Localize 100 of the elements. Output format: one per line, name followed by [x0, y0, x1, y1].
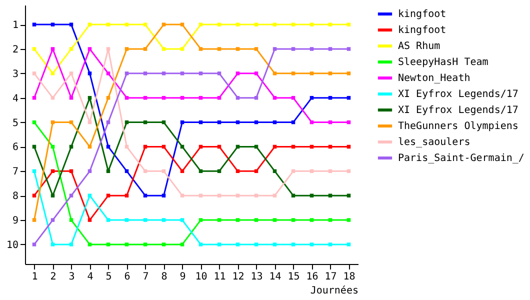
y-tick-label: 5: [12, 118, 18, 129]
point: [143, 194, 148, 198]
point: [32, 47, 36, 51]
y-tick-label: 4: [12, 93, 18, 104]
legend-label: SleepyHasH Team: [398, 57, 488, 68]
point: [50, 194, 55, 198]
point: [88, 218, 92, 222]
point: [291, 72, 296, 76]
point: [69, 72, 74, 76]
point: [217, 218, 222, 222]
point: [236, 242, 240, 246]
point: [143, 72, 148, 76]
point: [180, 242, 184, 246]
point: [162, 218, 166, 222]
point: [198, 72, 203, 76]
x-axis-title: Journées: [310, 286, 358, 296]
point: [198, 218, 203, 222]
point: [32, 218, 36, 222]
legend-label: les_saoulers: [398, 137, 470, 148]
point: [254, 242, 258, 246]
point: [217, 72, 222, 76]
point: [272, 22, 277, 26]
point: [88, 242, 92, 246]
x-tick-label: 13: [250, 272, 263, 282]
x-tick-label: 18: [343, 272, 356, 282]
point: [328, 22, 332, 26]
legend-label: XI Eyfrox Legends/17: [398, 105, 518, 116]
y-tick-label: 8: [12, 191, 18, 202]
y-tick-label: 9: [12, 216, 18, 227]
point: [310, 22, 314, 26]
x-tick-label: 10: [195, 272, 208, 282]
point: [272, 72, 277, 76]
x-tick-label: 16: [306, 272, 318, 282]
point: [217, 47, 222, 51]
x-tick-label: 6: [124, 272, 130, 282]
point: [310, 194, 314, 198]
point: [180, 72, 184, 76]
point: [291, 22, 296, 26]
point: [106, 218, 110, 222]
point: [50, 72, 55, 76]
point: [143, 22, 148, 26]
point: [310, 242, 314, 246]
point: [272, 194, 277, 198]
point: [50, 47, 55, 51]
point: [69, 218, 74, 222]
point: [162, 194, 166, 198]
legend-label: kingfoot: [398, 9, 446, 20]
point: [236, 194, 240, 198]
point: [124, 22, 129, 26]
y-tick-label: 7: [12, 166, 18, 178]
point: [106, 242, 110, 246]
point: [346, 194, 351, 198]
legend-label: AS Rhum: [398, 41, 440, 52]
point: [328, 47, 332, 51]
x-tick-label: 8: [161, 272, 168, 282]
legend-label: Paris_Saint-Germain_/: [398, 153, 524, 164]
point: [162, 22, 166, 26]
point: [143, 47, 148, 51]
point: [198, 22, 203, 26]
point: [198, 194, 203, 198]
point: [88, 194, 92, 198]
point: [162, 47, 166, 51]
x-tick-label: 3: [68, 272, 75, 282]
point: [254, 218, 258, 222]
point: [50, 22, 55, 26]
x-tick-label: 17: [324, 272, 337, 282]
point: [291, 47, 296, 51]
point: [124, 218, 129, 222]
point: [162, 72, 166, 76]
point: [328, 72, 332, 76]
point: [180, 218, 184, 222]
point: [217, 194, 222, 198]
x-tick-label: 12: [232, 272, 244, 282]
point: [143, 218, 148, 222]
legend-label: TheGunners Olympiens: [398, 121, 518, 132]
point: [69, 242, 74, 246]
point: [88, 47, 92, 51]
point: [32, 22, 36, 26]
point: [69, 47, 74, 51]
point: [291, 242, 296, 246]
point: [346, 72, 351, 76]
point: [346, 218, 351, 222]
point: [50, 242, 55, 246]
point: [32, 242, 36, 246]
x-tick-label: 7: [142, 272, 149, 282]
x-tick-label: 9: [180, 272, 186, 282]
point: [346, 22, 351, 26]
point: [254, 47, 258, 51]
x-tick-label: 2: [50, 272, 56, 282]
point: [88, 72, 92, 76]
point: [32, 194, 36, 198]
point: [254, 72, 258, 76]
x-tick-label: 11: [214, 272, 226, 282]
x-tick-label: 14: [269, 272, 282, 282]
point: [217, 242, 222, 246]
point: [124, 242, 129, 246]
point: [106, 47, 110, 51]
point: [32, 72, 36, 76]
point: [143, 242, 148, 246]
point: [236, 72, 240, 76]
